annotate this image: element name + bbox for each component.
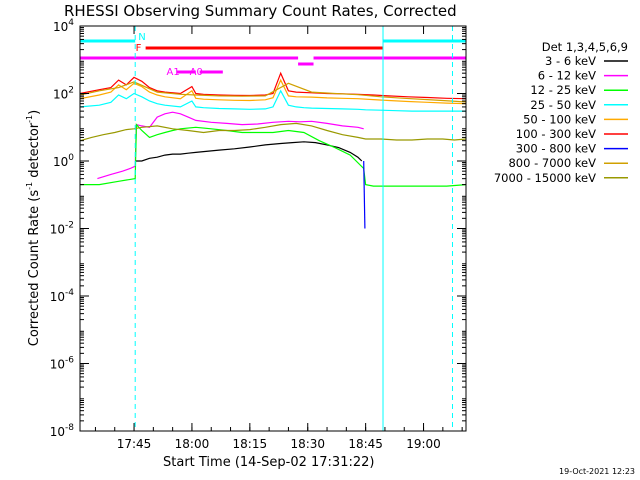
- x-tick-label-4: 18:45: [348, 437, 383, 451]
- x-tick-label-1: 18:00: [175, 437, 210, 451]
- x-tick-label-3: 18:30: [290, 437, 325, 451]
- footer-date: 19-Oct-2021 12:23: [559, 467, 635, 476]
- legend-title: Det 1,3,4,5,6,9: [542, 40, 628, 54]
- legend-label-100-300-kev: 100 - 300 keV: [516, 127, 596, 141]
- event-bar-label-a0: A0: [190, 67, 203, 78]
- y-tick-label-1: 102: [53, 86, 74, 102]
- x-tick-label-2: 18:15: [233, 437, 268, 451]
- series-line-7000-15000-kev: [79, 122, 467, 142]
- series-line-300-800-kev: [363, 160, 366, 229]
- event-bar-label-n: N: [138, 32, 145, 43]
- y-tick-label-2: 100: [53, 153, 74, 169]
- legend-label-50-100-kev: 50 - 100 keV: [523, 112, 596, 126]
- y-tick-label-3: 10-2: [50, 221, 74, 237]
- legend-label-3-6-kev: 3 - 6 keV: [545, 54, 596, 68]
- series-line-25-50-kev: [79, 89, 466, 112]
- y-tick-label-0: 104: [53, 18, 74, 34]
- x-tick-label-5: 19:00: [406, 437, 441, 451]
- event-bar-label-f: F: [136, 43, 142, 54]
- series-line-100-300-kev: [79, 71, 467, 100]
- chart-title: RHESSI Observing Summary Count Rates, Co…: [64, 2, 457, 20]
- y-tick-label-6: 10-8: [50, 423, 75, 439]
- legend-label-12-25-kev: 12 - 25 keV: [530, 83, 596, 97]
- y-tick-label-5: 10-6: [50, 356, 75, 372]
- legend-label-6-12-kev: 6 - 12 keV: [538, 69, 596, 83]
- x-tick-label-0: 17:45: [117, 437, 152, 451]
- legend-label-300-800-kev: 300 - 800 keV: [516, 142, 596, 156]
- legend-label-25-50-kev: 25 - 50 keV: [530, 98, 596, 112]
- y-tick-label-4: 10-4: [50, 288, 75, 304]
- x-axis-label: Start Time (14-Sep-02 17:31:22): [163, 455, 374, 470]
- event-bar-label-a1: A1: [167, 67, 180, 78]
- legend-label-7000-15000-kev: 7000 - 15000 keV: [494, 171, 596, 185]
- series-line-12-25-kev: [80, 123, 467, 187]
- legend-label-800-7000-kev: 800 - 7000 keV: [508, 156, 596, 170]
- y-axis-label: Corrected Count Rate (s-1 detector-1): [25, 110, 42, 346]
- series-line-800-7000-kev: [79, 81, 467, 103]
